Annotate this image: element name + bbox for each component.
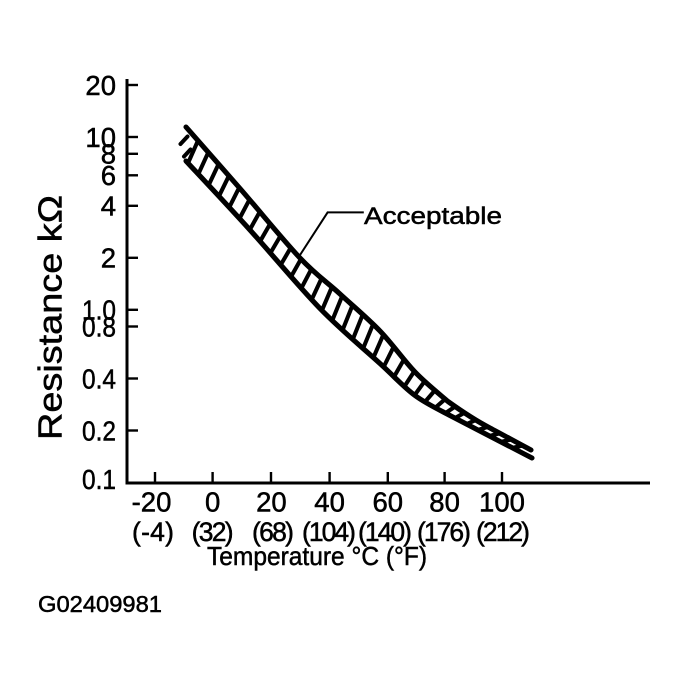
svg-text:(104): (104) <box>302 517 356 547</box>
svg-text:(32): (32) <box>192 517 234 547</box>
svg-text:(-4): (-4) <box>132 517 174 547</box>
svg-text:100: 100 <box>479 487 525 518</box>
svg-text:(140): (140) <box>358 517 412 547</box>
svg-text:40: 40 <box>314 487 345 518</box>
svg-text:60: 60 <box>373 487 404 518</box>
svg-text:(68): (68) <box>252 517 294 547</box>
svg-text:1.0: 1.0 <box>82 295 116 326</box>
svg-text:-20: -20 <box>132 487 172 518</box>
svg-text:Acceptable: Acceptable <box>364 203 502 230</box>
svg-text:Temperature °C (°F): Temperature °C (°F) <box>207 541 427 571</box>
svg-text:Resistance kΩ: Resistance kΩ <box>32 195 69 440</box>
svg-text:0.4: 0.4 <box>82 363 116 394</box>
svg-text:20: 20 <box>256 487 287 518</box>
svg-text:0.1: 0.1 <box>82 464 116 495</box>
svg-text:2: 2 <box>101 243 116 274</box>
svg-text:10: 10 <box>85 122 116 153</box>
svg-text:0.2: 0.2 <box>82 415 116 446</box>
svg-text:80: 80 <box>429 487 460 518</box>
svg-text:8: 8 <box>101 139 116 170</box>
svg-text:0: 0 <box>205 487 220 518</box>
svg-text:(176): (176) <box>417 517 471 547</box>
svg-text:0.8: 0.8 <box>82 311 116 342</box>
svg-text:20: 20 <box>85 70 116 101</box>
svg-text:6: 6 <box>101 160 116 191</box>
svg-text:4: 4 <box>101 191 116 222</box>
svg-text:G02409981: G02409981 <box>38 591 162 617</box>
svg-text:(212): (212) <box>476 517 530 547</box>
